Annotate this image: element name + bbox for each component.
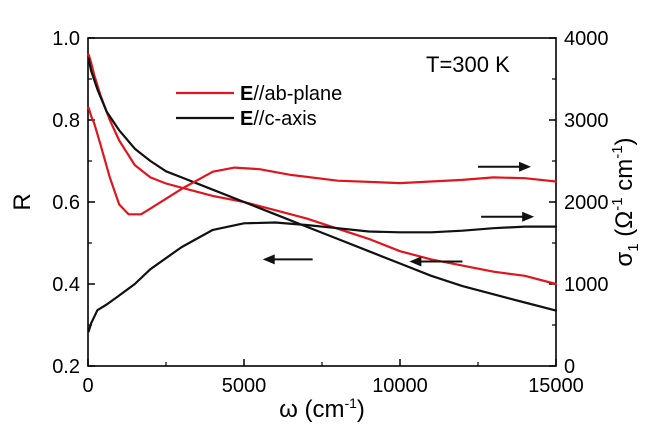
y-right-tick-label: 0 (564, 356, 575, 378)
legend-label-c-bold: E (240, 108, 253, 130)
arrow-head-3 (409, 256, 422, 267)
y-right-sup2: -1 (609, 145, 626, 158)
y-axis-left-label: R (9, 193, 36, 210)
series-line-3 (87, 221, 558, 333)
legend-label-ab-rest: //ab-plane (253, 83, 342, 105)
x-axis-label: ω (cm-1) (279, 395, 365, 423)
temperature-annotation: T=300 K (426, 52, 510, 77)
x-tick-label: 5000 (222, 375, 267, 397)
x-label-sup: -1 (344, 395, 357, 411)
series-group (87, 53, 558, 333)
y-left-tick-label: 0.6 (52, 192, 80, 214)
arrow-head-0 (519, 161, 532, 172)
legend: E//ab-plane E//c-axis (176, 83, 342, 130)
legend-label-ab-bold: E (240, 83, 253, 105)
y-right-sup1: -1 (609, 197, 626, 210)
legend-label-c-rest: //c-axis (253, 108, 316, 130)
legend-label-ab: E//ab-plane (240, 83, 342, 105)
x-tick-label: 15000 (528, 375, 584, 397)
y-right-close: ) (611, 137, 638, 145)
y-right-tick-label: 1000 (564, 274, 609, 296)
y-left-tick-label: 0.2 (52, 356, 80, 378)
y-left-tick-label: 1.0 (52, 28, 80, 50)
series-line-1 (87, 57, 558, 312)
x-label-close: ) (357, 396, 365, 423)
y-right-sigma: σ (611, 252, 638, 267)
y-left-tick-label: 0.8 (52, 110, 80, 132)
x-tick-label: 0 (82, 375, 93, 397)
arrow-group (262, 161, 535, 267)
y-right-unit-b: cm (611, 159, 638, 198)
x-tick-label: 10000 (372, 375, 428, 397)
series-line-2 (87, 106, 558, 216)
legend-label-c: E//c-axis (240, 108, 317, 130)
y-right-tick-label: 3000 (564, 110, 609, 132)
y-left-tick-label: 0.4 (52, 274, 80, 296)
y-axis-right-label: σ1 (Ω-1 cm-1) (609, 137, 642, 266)
y-right-sub: 1 (625, 243, 642, 251)
y-right-tick-label: 2000 (564, 192, 609, 214)
y-right-unit-a: (Ω (611, 211, 638, 244)
tick-group: 0 5000 10000 15000 0.2 0.4 0.6 0.8 1.0 0 1000 2000 3… (52, 28, 608, 397)
arrow-head-2 (262, 254, 275, 265)
x-label-main: ω (cm (279, 396, 344, 423)
y-right-tick-label: 4000 (564, 28, 609, 50)
arrow-head-1 (522, 211, 535, 222)
